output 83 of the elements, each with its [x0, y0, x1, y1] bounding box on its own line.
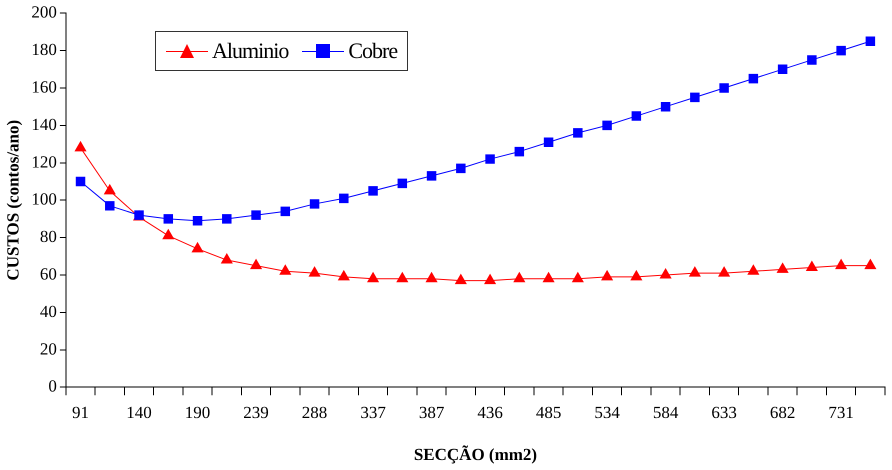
x-tick-label: 731 — [828, 402, 854, 422]
x-tick-label: 436 — [477, 402, 503, 422]
point — [426, 272, 438, 282]
y-tick-label: 140 — [31, 114, 57, 134]
y-tick-label: 200 — [31, 2, 57, 22]
x-tick-label: 190 — [184, 402, 210, 422]
x-tick-label: 387 — [418, 402, 445, 422]
point — [396, 272, 408, 282]
point — [836, 46, 846, 56]
point — [660, 102, 670, 112]
point — [866, 36, 876, 46]
point — [339, 194, 349, 204]
point — [280, 206, 290, 216]
point — [455, 274, 467, 284]
x-tick-label: 534 — [594, 402, 620, 422]
point — [426, 171, 436, 181]
point — [76, 176, 86, 186]
point — [514, 146, 524, 156]
point — [105, 201, 115, 211]
x-axis-title: SECÇÃO (mm2) — [414, 445, 538, 464]
x-tick-label: 584 — [652, 402, 679, 422]
point — [104, 184, 116, 194]
point — [338, 270, 350, 280]
x-tick-label: 682 — [770, 402, 796, 422]
x-tick-label: 485 — [536, 402, 562, 422]
point — [192, 216, 202, 226]
point — [718, 266, 730, 277]
point — [221, 254, 232, 264]
point — [398, 178, 408, 188]
point — [192, 242, 204, 252]
y-tick-label: 0 — [48, 376, 57, 396]
point — [835, 259, 847, 270]
legend-label: Aluminio — [212, 38, 288, 64]
point — [162, 229, 174, 240]
point — [864, 259, 876, 270]
point — [368, 186, 378, 196]
point — [807, 55, 817, 65]
point — [690, 92, 700, 102]
y-tick-label: 40 — [40, 302, 57, 321]
point — [280, 264, 291, 275]
x-tick-label: 239 — [243, 402, 269, 422]
y-tick-label: 60 — [40, 264, 57, 284]
point — [544, 137, 554, 147]
point — [222, 214, 232, 224]
y-tick-label: 120 — [31, 152, 57, 172]
x-tick-label: 337 — [360, 402, 386, 422]
point — [573, 128, 583, 138]
point — [74, 141, 86, 152]
point — [776, 262, 788, 273]
point — [485, 154, 495, 164]
point — [367, 272, 379, 282]
y-tick-label: 180 — [31, 40, 57, 60]
y-tick-label: 160 — [31, 77, 57, 96]
point — [689, 266, 701, 277]
point — [514, 272, 526, 282]
point — [719, 83, 729, 93]
y-tick-label: 80 — [40, 227, 57, 246]
point — [778, 64, 788, 74]
point — [748, 74, 758, 84]
point — [456, 164, 466, 174]
point — [748, 264, 760, 275]
point — [308, 266, 320, 277]
point — [484, 274, 496, 284]
x-tick-label: 288 — [302, 402, 328, 422]
point — [806, 261, 818, 272]
x-tick-label: 140 — [126, 402, 152, 422]
y-tick-label: 100 — [31, 190, 57, 209]
point — [251, 210, 261, 220]
point — [164, 214, 174, 224]
y-tick-label: 20 — [40, 339, 57, 358]
legend-label: Cobre — [348, 38, 398, 64]
y-axis-title: CUSTOS (contos/ano) — [4, 120, 23, 281]
point — [542, 272, 554, 282]
point — [310, 199, 320, 209]
x-tick-label: 91 — [72, 402, 90, 422]
point — [250, 259, 262, 270]
point — [632, 111, 642, 121]
point — [602, 120, 612, 130]
point — [630, 270, 642, 280]
point — [601, 270, 613, 280]
point — [660, 268, 672, 278]
point — [572, 272, 584, 282]
x-tick-label: 633 — [711, 402, 737, 422]
